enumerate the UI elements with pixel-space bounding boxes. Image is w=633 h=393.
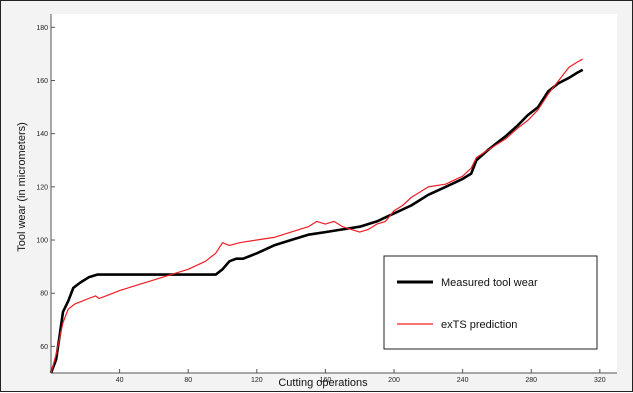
y-tick-label: 60 (40, 344, 48, 351)
x-tick-label: 160 (320, 377, 332, 384)
series-measured-tool-wear (49, 68, 584, 374)
series-exts-prediction (50, 58, 583, 374)
y-tick-label: 80 (40, 291, 48, 298)
y-axis-title: Tool wear (in micrometers) (16, 122, 28, 252)
legend: Measured tool wear exTS prediction (383, 255, 598, 350)
y-tick-label: 140 (36, 131, 48, 138)
x-tick-label: 80 (184, 377, 192, 384)
axis-ticks: 40 80 120 160 200 240 280 320 60 80 100 120 140 160 18… (36, 25, 605, 384)
x-tick-label: 200 (388, 377, 400, 384)
legend-label-prediction: exTS prediction (441, 319, 517, 331)
x-axis-title: Cutting operations (278, 377, 368, 389)
x-tick-label: 320 (594, 377, 606, 384)
y-tick-label: 180 (36, 25, 48, 32)
x-tick-label: 40 (116, 377, 124, 384)
y-tick-label: 120 (36, 184, 48, 191)
x-tick-label: 120 (251, 377, 263, 384)
x-tick-label: 240 (457, 377, 469, 384)
y-tick-label: 160 (36, 78, 48, 85)
y-tick-label: 100 (36, 238, 48, 245)
legend-box (383, 255, 598, 350)
x-tick-label: 280 (525, 377, 537, 384)
series-group (49, 58, 584, 374)
legend-label-measured: Measured tool wear (441, 277, 538, 289)
